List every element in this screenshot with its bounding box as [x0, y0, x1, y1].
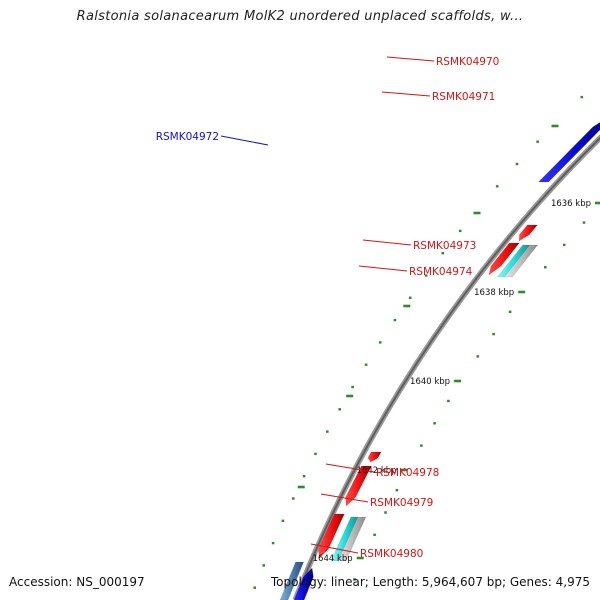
minor-tick	[378, 341, 382, 344]
axis-kbp-label: 1636 kbp	[551, 199, 591, 209]
minor-tick	[433, 422, 436, 425]
minor-tick	[544, 266, 547, 269]
minor-tick	[253, 586, 256, 589]
gene-rsmk04974-shape[interactable]	[488, 242, 520, 276]
minor-tick	[326, 430, 329, 433]
chromosome-backbone-shadow	[292, 134, 600, 600]
minor-tick	[492, 332, 495, 336]
major-tick	[400, 468, 408, 472]
minor-tick	[338, 408, 341, 411]
minor-tick	[271, 541, 275, 545]
minor-tick	[476, 355, 480, 358]
gene-leader-line	[320, 493, 369, 503]
major-tick	[473, 211, 481, 215]
minor-tick	[458, 229, 462, 233]
gene-label[interactable]: RSMK04980	[360, 548, 423, 560]
minor-tick	[384, 511, 387, 514]
major-tick	[346, 394, 354, 398]
minor-tick	[302, 475, 306, 478]
accession-text: Accession: NS_000197	[9, 575, 145, 589]
map-title: Ralstonia solanacearum MolK2 unordered u…	[76, 9, 524, 24]
minor-tick	[281, 519, 285, 522]
minor-tick	[536, 140, 539, 143]
gene-leader-line	[325, 463, 375, 473]
minor-tick	[582, 221, 586, 224]
gene-leader-line	[386, 56, 435, 62]
major-tick	[595, 201, 600, 205]
gene-leader-line	[310, 543, 359, 554]
gene-label[interactable]: RSMK04971	[432, 91, 495, 103]
gene-rsmk04972-shape[interactable]	[537, 118, 600, 183]
minor-tick	[314, 452, 317, 456]
minor-tick	[420, 444, 423, 447]
gene-label[interactable]: RSMK04974	[409, 266, 473, 278]
minor-tick	[393, 318, 397, 322]
major-tick	[403, 304, 411, 308]
minor-tick	[495, 185, 499, 188]
gene-leader-line	[220, 135, 269, 146]
minor-tick	[292, 497, 295, 500]
minor-tick	[441, 252, 445, 255]
gene-label[interactable]: RSMK04979	[370, 497, 433, 509]
axis-kbp-label: 1640 kbp	[410, 377, 450, 387]
major-tick	[551, 124, 559, 128]
gene-leader-line	[362, 239, 412, 246]
gene-leader-line	[358, 265, 408, 272]
minor-tick	[395, 489, 399, 492]
minor-tick	[515, 162, 519, 166]
major-tick	[297, 485, 305, 489]
genome-summary-text: Topology: linear; Length: 5,964,607 bp; …	[270, 575, 590, 589]
minor-tick	[353, 578, 356, 581]
gene-label[interactable]: RSMK04972	[156, 131, 219, 143]
minor-tick	[424, 274, 428, 277]
minor-tick	[262, 564, 265, 567]
minor-tick	[562, 243, 566, 247]
gene-rsmk04978-shape[interactable]	[367, 451, 382, 463]
minor-tick	[351, 385, 354, 389]
minor-tick	[373, 533, 376, 536]
gene-label[interactable]: RSMK04970	[436, 56, 499, 68]
gene-label[interactable]: RSMK04973	[413, 240, 476, 252]
gene-rsmk04979-shape[interactable]	[345, 465, 372, 507]
utr-gray-mid[interactable]	[503, 244, 539, 278]
gene-reverse-bottom-shape[interactable]	[291, 567, 314, 600]
minor-tick	[364, 363, 368, 366]
gene-rsmk04973-shape[interactable]	[518, 224, 538, 242]
axis-kbp-label: 1638 kbp	[474, 288, 514, 298]
major-tick	[454, 379, 462, 383]
major-tick	[518, 290, 526, 294]
minor-tick	[508, 310, 512, 313]
utr-steel-bottom[interactable]	[279, 561, 304, 600]
minor-tick	[447, 399, 450, 403]
minor-tick	[580, 95, 584, 99]
axis-kbp-label: 1644 kbp	[313, 554, 353, 564]
major-tick	[356, 556, 364, 560]
axis-kbp-label: 1642 kbp	[357, 466, 397, 476]
gene-leader-line	[381, 91, 431, 97]
gene-label[interactable]: RSMK04978	[376, 467, 439, 479]
minor-tick	[408, 296, 412, 299]
chromosome-backbone	[294, 136, 600, 600]
